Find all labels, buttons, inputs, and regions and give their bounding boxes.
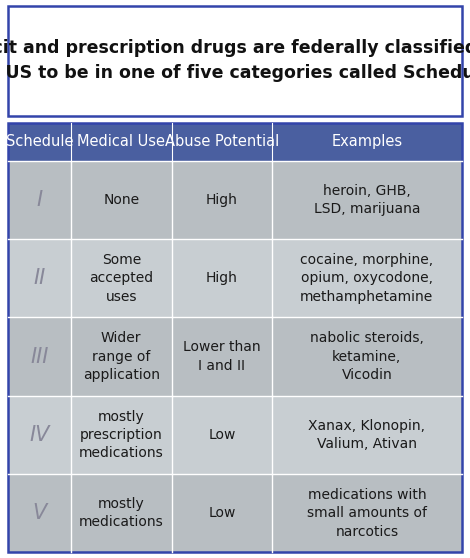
Text: Low: Low	[208, 428, 235, 442]
Text: Some
accepted
uses: Some accepted uses	[89, 253, 153, 304]
Text: mostly
medications: mostly medications	[79, 497, 164, 530]
Text: nabolic steroids,
ketamine,
Vicodin: nabolic steroids, ketamine, Vicodin	[310, 331, 424, 382]
Text: heroin, GHB,
LSD, marijuana: heroin, GHB, LSD, marijuana	[313, 184, 420, 216]
Text: I: I	[37, 190, 43, 210]
Text: Wider
range of
application: Wider range of application	[83, 331, 160, 382]
Text: medications with
small amounts of
narcotics: medications with small amounts of narcot…	[307, 488, 427, 538]
Text: Low: Low	[208, 506, 235, 520]
Bar	[8, 123, 462, 552]
Text: High: High	[206, 193, 238, 207]
Bar	[8, 123, 462, 161]
Text: Abuse Potential: Abuse Potential	[165, 134, 279, 149]
Bar	[8, 239, 462, 318]
Bar	[8, 161, 462, 239]
Text: Medical Use: Medical Use	[77, 134, 165, 149]
Text: Illicit and prescription drugs are federally classified in
the US to be in one o: Illicit and prescription drugs are feder…	[0, 39, 470, 83]
Text: IV: IV	[30, 425, 50, 445]
Text: II: II	[33, 268, 46, 288]
Text: High: High	[206, 271, 238, 285]
Bar	[8, 318, 462, 396]
Text: cocaine, morphine,
opium, oxycodone,
methamphetamine: cocaine, morphine, opium, oxycodone, met…	[300, 253, 433, 304]
Text: V: V	[32, 503, 47, 523]
Text: None: None	[103, 193, 139, 207]
Text: III: III	[31, 347, 49, 367]
Bar	[8, 396, 462, 474]
Text: Lower than
I and II: Lower than I and II	[183, 340, 261, 373]
Text: mostly
prescription
medications: mostly prescription medications	[79, 410, 164, 460]
Text: Examples: Examples	[331, 134, 402, 149]
Bar	[8, 6, 462, 116]
Text: Xanax, Klonopin,
Valium, Ativan: Xanax, Klonopin, Valium, Ativan	[308, 418, 425, 451]
Text: Schedule: Schedule	[6, 134, 73, 149]
Bar	[8, 474, 462, 552]
